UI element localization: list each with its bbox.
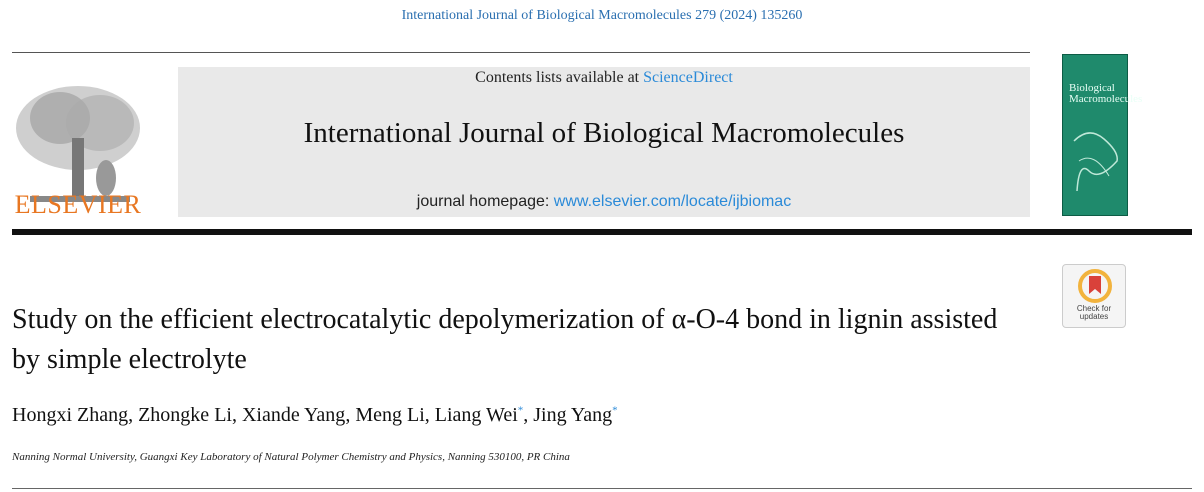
affiliation: Nanning Normal University, Guangxi Key L…	[12, 451, 570, 463]
author-name[interactable]: Jing Yang	[533, 404, 613, 426]
contents-prefix: Contents lists available at	[475, 69, 644, 86]
journal-cover[interactable]: Biological Macromolecules	[1062, 54, 1143, 216]
cover-title: Biological Macromolecules	[1069, 82, 1143, 105]
corresponding-mark[interactable]: *	[517, 404, 524, 417]
badge-icon	[1078, 269, 1112, 303]
publisher-logo	[16, 86, 140, 202]
author-separator: ,	[231, 404, 242, 426]
author-separator: ,	[345, 404, 356, 426]
journal-banner: Contents lists available at ScienceDirec…	[178, 67, 1030, 217]
homepage-prefix: journal homepage:	[416, 193, 554, 210]
cover-art	[1073, 132, 1118, 192]
author-separator: ,	[128, 404, 139, 426]
sciencedirect-link[interactable]: ScienceDirect	[643, 69, 733, 86]
rule	[12, 52, 1030, 53]
article-title: Study on the efficient electrocatalytic …	[12, 304, 998, 375]
citation: International Journal of Biological Macr…	[401, 8, 803, 23]
rule	[12, 488, 1192, 489]
contents-line: Contents lists available at ScienceDirec…	[178, 69, 1030, 87]
homepage-line: journal homepage: www.elsevier.com/locat…	[178, 193, 1030, 211]
homepage-link[interactable]: www.elsevier.com/locate/ijbiomac	[553, 193, 792, 210]
author-name[interactable]: Meng Li	[355, 404, 425, 426]
author-name[interactable]: Hongxi Zhang	[12, 404, 129, 426]
corresponding-mark[interactable]: *	[612, 404, 618, 417]
rule	[12, 229, 1192, 235]
author-list: Hongxi Zhang, Zhongke Li, Xiande Yang, M…	[12, 404, 618, 427]
author-name[interactable]: Zhongke Li	[138, 404, 232, 426]
publisher-name: ELSEVIER	[14, 190, 142, 219]
author-separator: ,	[424, 404, 435, 426]
author-name[interactable]: Xiande Yang	[241, 404, 346, 426]
badge-text: Check for updates	[1076, 304, 1112, 321]
journal-title: International Journal of Biological Macr…	[303, 117, 905, 149]
check-updates-badge[interactable]: Check for updates	[1062, 264, 1126, 328]
author-separator: ,	[523, 404, 534, 426]
author-name[interactable]: Liang Wei	[434, 404, 518, 426]
